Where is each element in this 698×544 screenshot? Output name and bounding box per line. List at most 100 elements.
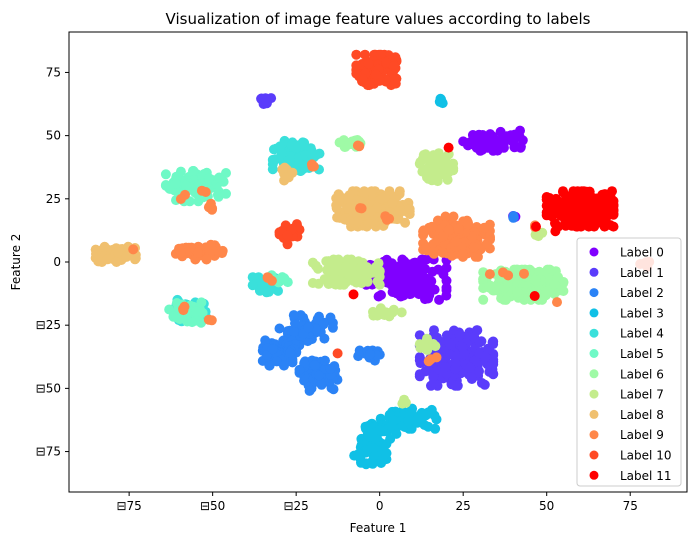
series-9 xyxy=(128,140,562,367)
scatter-point xyxy=(364,80,375,91)
legend: Label 0 Label 1 Label 2 Label 3 Label 4 Label… xyxy=(576,237,682,487)
x-axis: ⊟75 ⊟50 ⊟25 0 25 50 75 xyxy=(116,492,638,513)
scatter-point xyxy=(261,287,272,298)
scatter-point xyxy=(205,198,216,209)
scatter-point xyxy=(320,355,330,366)
scatter-point xyxy=(479,222,490,233)
scatter-point xyxy=(541,192,552,202)
scatter-point xyxy=(468,138,479,149)
y-tick-label: ⊟25 xyxy=(36,318,61,332)
legend-marker xyxy=(589,349,599,358)
scatter-point xyxy=(576,187,587,198)
legend-label: Label 7 xyxy=(620,388,664,402)
scatter-point xyxy=(277,164,288,175)
scatter-point xyxy=(448,211,459,222)
scatter-point xyxy=(303,322,314,333)
scatter-point xyxy=(175,166,186,177)
scatter-point xyxy=(488,354,499,365)
scatter-point xyxy=(431,352,442,363)
scatter-point xyxy=(584,201,595,212)
scatter-point xyxy=(470,251,481,262)
legend-marker xyxy=(589,308,599,318)
scatter-point xyxy=(441,282,452,293)
y-tick-label: ⊟50 xyxy=(36,381,61,395)
scatter-point xyxy=(432,215,443,226)
scatter-point xyxy=(441,330,452,341)
legend-label: Label 8 xyxy=(620,408,664,422)
scatter-point xyxy=(607,186,617,197)
y-tick-label: 25 xyxy=(46,192,61,206)
scatter-point xyxy=(397,398,408,409)
scatter-point xyxy=(549,279,560,290)
x-axis-label: Feature 1 xyxy=(350,521,407,535)
series-11 xyxy=(348,142,619,301)
scatter-point xyxy=(372,276,383,287)
scatter-point xyxy=(530,275,541,286)
x-tick-label: 25 xyxy=(456,499,471,513)
scatter-point xyxy=(314,370,324,381)
scatter-point xyxy=(601,212,612,223)
scatter-point xyxy=(188,166,199,176)
scatter-point xyxy=(414,352,425,363)
scatter-point xyxy=(313,278,324,289)
scatter-point xyxy=(598,201,609,212)
x-tick-label: 0 xyxy=(376,499,384,513)
scatter-point xyxy=(267,344,278,355)
scatter-point xyxy=(427,221,437,232)
scatter-point xyxy=(178,305,189,316)
chart-title: Visualization of image feature values ac… xyxy=(166,10,591,28)
scatter-point xyxy=(287,167,298,178)
scatter-point xyxy=(437,98,448,109)
scatter-point xyxy=(430,341,441,352)
scatter-point xyxy=(512,287,523,298)
legend-box xyxy=(576,237,682,487)
scatter-point xyxy=(363,219,374,230)
scatter-point xyxy=(484,269,495,280)
scatter-point xyxy=(388,61,399,72)
scatter-point xyxy=(354,345,365,356)
y-axis-label: Feature 2 xyxy=(9,234,23,291)
scatter-point xyxy=(446,379,457,390)
scatter-point xyxy=(381,214,392,225)
scatter-point xyxy=(352,140,363,151)
scatter-point xyxy=(344,216,355,227)
scatter-point xyxy=(422,167,433,178)
scatter-point xyxy=(306,159,317,170)
scatter-point xyxy=(282,230,293,241)
legend-label: Label 4 xyxy=(620,327,664,341)
scatter-point xyxy=(385,433,396,444)
scatter-point xyxy=(403,274,413,285)
scatter-point xyxy=(541,286,552,297)
scatter-point xyxy=(399,256,410,267)
y-tick-label: 0 xyxy=(53,255,61,269)
scatter-point xyxy=(368,443,379,453)
scatter-point xyxy=(289,326,299,337)
scatter-point xyxy=(264,360,275,371)
scatter-point xyxy=(387,197,398,208)
scatter-point xyxy=(187,317,198,328)
scatter-point xyxy=(498,142,509,153)
legend-marker xyxy=(589,288,599,298)
scatter-point xyxy=(113,247,123,258)
scatter-point xyxy=(572,194,583,205)
scatter-point xyxy=(500,294,511,305)
scatter-point xyxy=(487,337,498,348)
scatter-point xyxy=(317,378,327,389)
scatter-point xyxy=(440,362,451,373)
scatter-point xyxy=(277,148,287,159)
scatter-point xyxy=(443,164,454,174)
scatter-point xyxy=(434,294,445,305)
scatter-point xyxy=(472,325,483,336)
scatter-point xyxy=(457,249,468,260)
scatter-point xyxy=(428,372,439,382)
scatter-point xyxy=(313,263,323,274)
scatter-point xyxy=(563,213,574,224)
scatter-point xyxy=(277,272,288,283)
scatter-point xyxy=(453,223,464,234)
legend-label: Label 0 xyxy=(620,246,664,260)
scatter-point xyxy=(414,280,424,291)
scatter-point xyxy=(478,294,489,305)
scatter-point xyxy=(351,49,362,60)
scatter-point xyxy=(309,360,320,371)
